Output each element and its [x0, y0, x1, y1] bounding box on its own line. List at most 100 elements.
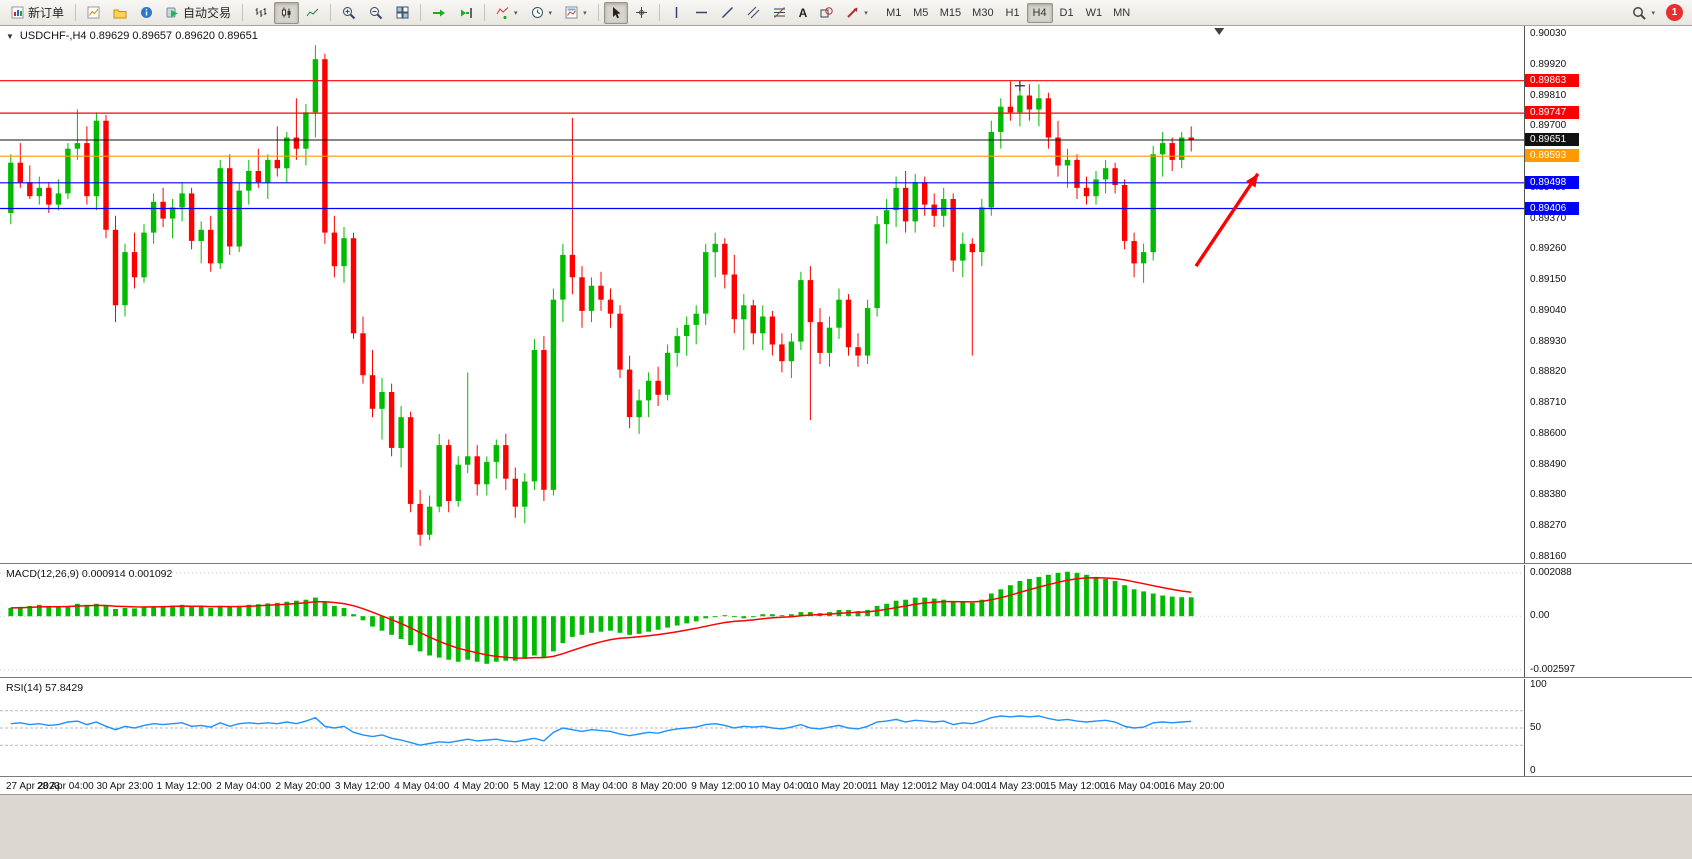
text-tool-button[interactable]: A: [793, 2, 814, 24]
candle-body: [312, 59, 319, 113]
auto-trading-button[interactable]: 自动交易: [160, 2, 237, 24]
macd-histogram-bar: [1065, 571, 1070, 617]
macd-histogram-bar: [808, 612, 813, 617]
macd-histogram-bar: [703, 616, 709, 619]
timeframe-button-D1[interactable]: D1: [1054, 3, 1080, 23]
macd-histogram-bar: [408, 616, 413, 646]
profiles-button[interactable]: [107, 2, 133, 24]
vertical-line-tool-button[interactable]: [665, 2, 688, 24]
candle-body: [112, 229, 119, 306]
candle-body: [798, 280, 804, 342]
macd-histogram-bar: [684, 616, 690, 624]
time-axis-label: 10 May 20:00: [807, 781, 868, 792]
timeframe-button-M30[interactable]: M30: [967, 3, 998, 23]
timeframe-button-M15[interactable]: M15: [935, 3, 966, 23]
macd-histogram-bar: [1179, 597, 1185, 617]
trendline-tool-button[interactable]: [715, 2, 740, 24]
candle-body: [779, 344, 785, 362]
timeframe-button-M5[interactable]: M5: [908, 3, 934, 23]
candle-body: [674, 336, 680, 353]
arrow-object-icon: [846, 6, 859, 19]
macd-axis[interactable]: 0.002088 0.00 -0.002597: [1524, 565, 1692, 677]
candle-body: [341, 238, 347, 267]
arrows-tool-button[interactable]: ▾: [840, 2, 874, 24]
macd-histogram-bar: [113, 609, 118, 617]
zoom-in-button[interactable]: [336, 2, 362, 24]
fibonacci-tool-button[interactable]: [767, 2, 792, 24]
macd-histogram-bar: [303, 599, 309, 617]
new-order-button[interactable]: 新订单: [5, 2, 70, 24]
indicators-button[interactable]: ▾: [490, 2, 524, 24]
macd-chart[interactable]: [0, 565, 1524, 678]
macd-label: MACD(12,26,9) 0.000914 0.001092: [6, 568, 173, 580]
candle-body: [855, 347, 861, 356]
macd-histogram-bar: [132, 608, 137, 617]
templates-button[interactable]: ▾: [559, 2, 593, 24]
macd-histogram-bar: [741, 616, 747, 619]
candle-body: [531, 350, 538, 482]
data-window-button[interactable]: [134, 2, 159, 24]
timeframe-button-M1[interactable]: M1: [881, 3, 907, 23]
line-chart-button[interactable]: [300, 2, 325, 24]
timeframe-button-MN[interactable]: MN: [1108, 3, 1135, 23]
candle-body: [684, 324, 690, 337]
time-axis[interactable]: 27 Apr 2023 28 Apr 04:00 30 Apr 23:00 1 May…: [0, 778, 1692, 795]
candle-body: [598, 285, 604, 300]
candle-body: [150, 201, 157, 233]
zoom-out-button[interactable]: [363, 2, 389, 24]
candle-body: [74, 143, 81, 149]
channel-tool-button[interactable]: [741, 2, 766, 24]
horizontal-line-tool-button[interactable]: [689, 2, 714, 24]
search-button[interactable]: ▾: [1626, 2, 1661, 24]
candle-body: [874, 224, 880, 309]
toolbar-separator: [330, 4, 332, 21]
crosshair-tool-button[interactable]: [629, 2, 654, 24]
macd-histogram-bar: [379, 616, 385, 631]
candle-body: [484, 461, 490, 485]
candle-body: [1093, 179, 1099, 197]
macd-histogram-bar: [532, 616, 537, 656]
shapes-tool-button[interactable]: [814, 2, 839, 24]
macd-histogram-bar: [398, 616, 404, 639]
candle-body: [65, 148, 71, 194]
new-chart-button[interactable]: [81, 2, 106, 24]
macd-axis-label: 0.002088: [1530, 567, 1572, 578]
cursor-tool-button[interactable]: [603, 1, 628, 24]
candle-body: [474, 456, 480, 485]
macd-histogram-bar: [265, 603, 271, 617]
bar-chart-button[interactable]: [248, 2, 273, 24]
candlestick-chart-button[interactable]: [274, 1, 300, 24]
macd-histogram-bar: [294, 600, 299, 617]
rsi-chart[interactable]: [0, 679, 1524, 777]
macd-histogram-bar: [760, 614, 766, 617]
price-axis-label: 0.88380: [1530, 489, 1567, 501]
macd-histogram-bar: [665, 616, 670, 628]
price-axis[interactable]: 0.900300.899200.898100.897000.895900.894…: [1524, 26, 1692, 563]
tile-windows-button[interactable]: [390, 2, 415, 24]
price-level-badge: 0.89406: [1525, 201, 1579, 215]
timeframe-button-W1[interactable]: W1: [1081, 3, 1108, 23]
candlestick-chart[interactable]: [0, 26, 1524, 564]
notification-badge[interactable]: 1: [1666, 4, 1683, 21]
macd-histogram-bar: [779, 615, 785, 617]
one-click-trading-toggle[interactable]: ▼: [6, 31, 14, 41]
rsi-axis[interactable]: 100 50 0: [1524, 679, 1692, 776]
candle-body: [1074, 159, 1080, 188]
candle-body: [493, 445, 499, 462]
time-axis-label: 16 May 20:00: [1163, 781, 1225, 792]
periods-button[interactable]: ▾: [525, 2, 559, 24]
toolbar-separator: [484, 4, 486, 21]
timeframe-button-H1[interactable]: H1: [1000, 3, 1026, 23]
toolbar-separator: [242, 4, 244, 21]
price-axis-label: 0.89810: [1530, 89, 1567, 101]
chart-shift-button[interactable]: [453, 2, 479, 24]
auto-scroll-button[interactable]: [426, 2, 452, 24]
candle-body: [826, 327, 833, 353]
candle-body: [1064, 159, 1071, 166]
timeframe-button-H4[interactable]: H4: [1026, 2, 1053, 23]
candle-body: [1140, 252, 1147, 264]
macd-histogram-bar: [484, 616, 490, 664]
candle-body: [512, 478, 518, 507]
macd-histogram-bar: [608, 616, 613, 631]
templates-icon: [565, 6, 578, 19]
